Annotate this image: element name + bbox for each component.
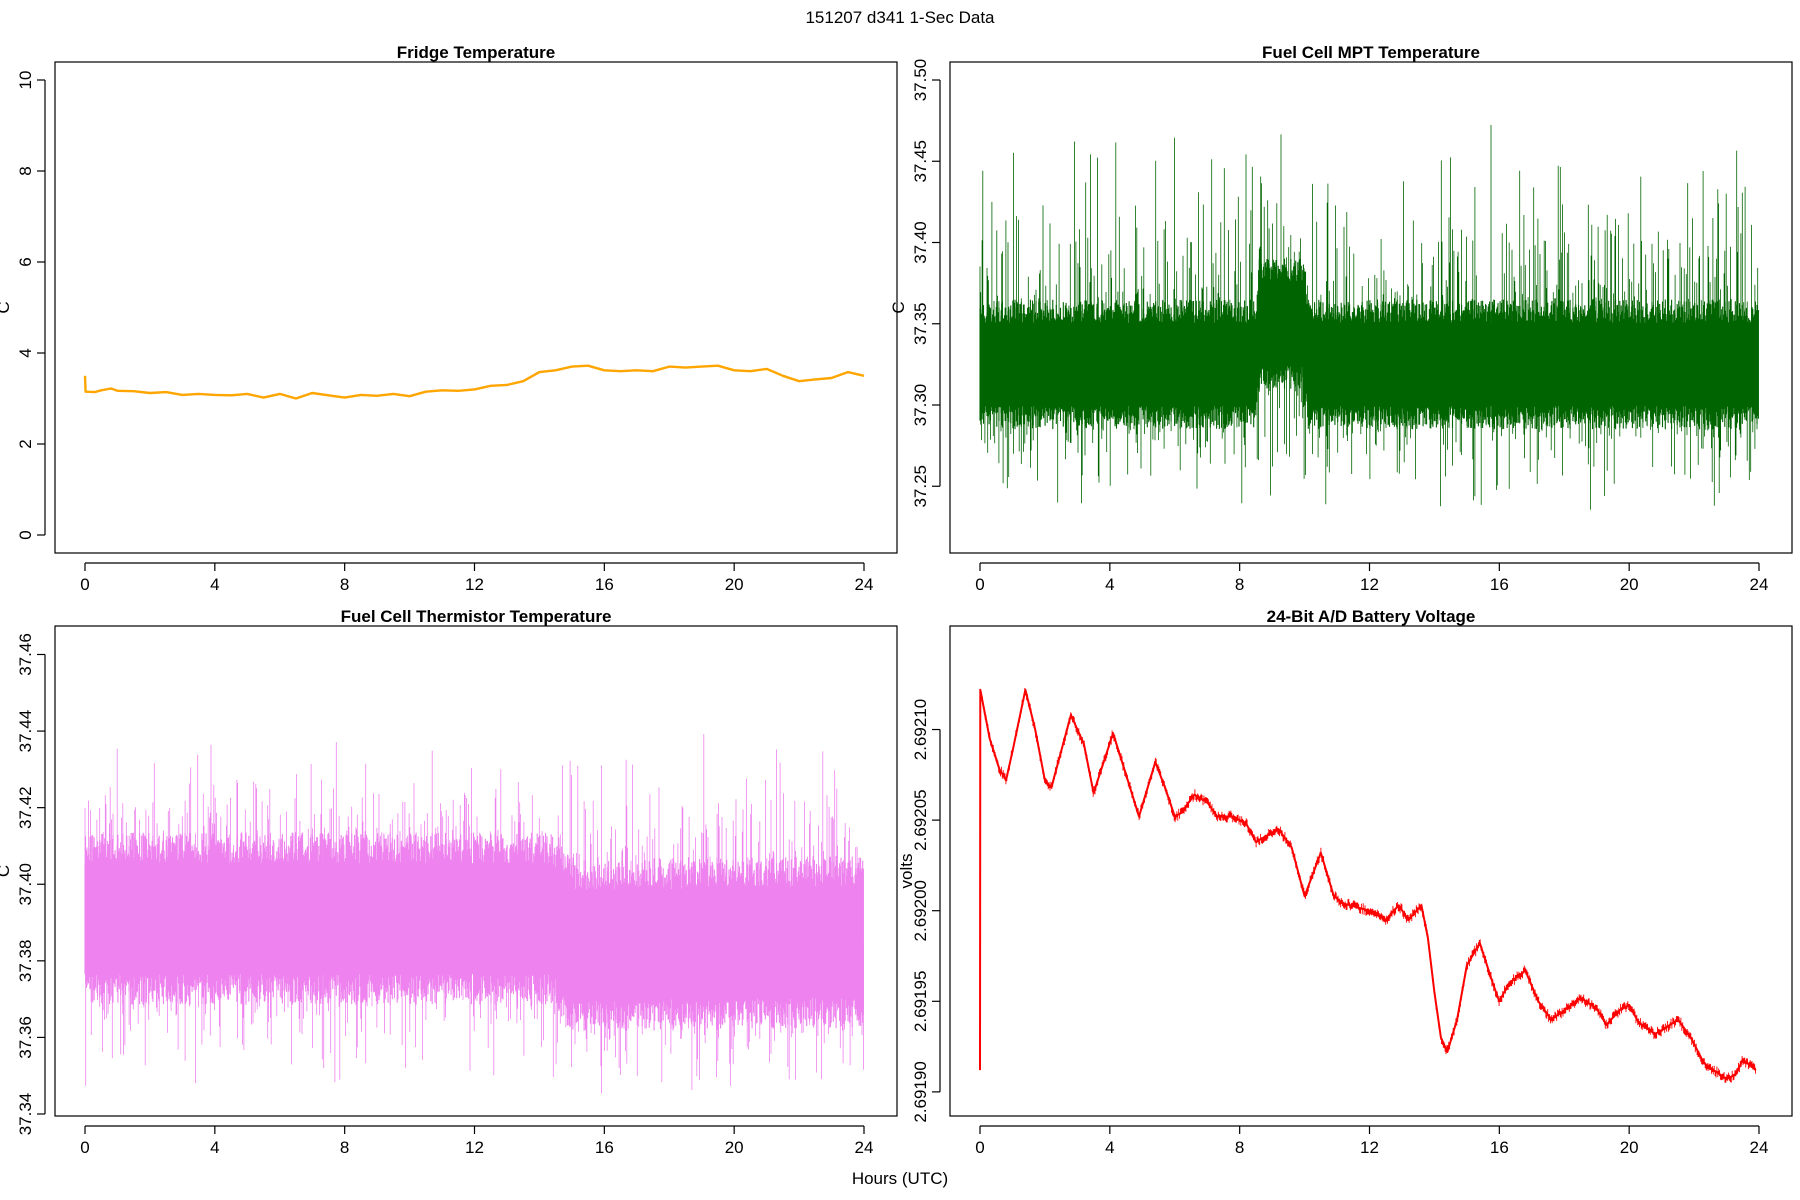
- mpt-plot-frame: [949, 61, 1793, 554]
- battery-y-tick-label: 2.69200: [911, 880, 930, 941]
- thermistor-x-tick-label: 0: [80, 1138, 89, 1157]
- mpt-y-tick-label: 37.40: [911, 221, 930, 264]
- battery-x-tick-label: 0: [975, 1138, 984, 1157]
- thermistor-x-tick-label: 4: [210, 1138, 219, 1157]
- thermistor-plot-frame: [54, 625, 898, 1117]
- thermistor-y-tick-label: 37.42: [16, 786, 35, 829]
- mpt-y-axis-label: C: [889, 301, 908, 313]
- thermistor-title: Fuel Cell Thermistor Temperature: [341, 607, 612, 626]
- chart-panels: Fridge Temperature048121620240246810CFue…: [0, 43, 1793, 1157]
- thermistor-y-tick-label: 37.46: [16, 633, 35, 676]
- mpt-y-tick-label: 37.50: [911, 59, 930, 102]
- mpt-y-tick-label: 37.30: [911, 384, 930, 427]
- battery-series-line: [979, 688, 1757, 1081]
- panel-mpt: Fuel Cell MPT Temperature 0 4 8 12 16 20 24 37.2…: [889, 43, 1793, 594]
- fridge-y-tick-label: 6: [16, 257, 35, 266]
- battery-x-tick-label: 24: [1750, 1138, 1769, 1157]
- thermistor-dense-trace: [84, 832, 864, 1031]
- mpt-dense-trace: [979, 258, 1759, 430]
- battery-y-tick-label: 2.69195: [911, 971, 930, 1032]
- figure-suptitle: 151207 d341 1-Sec Data: [805, 8, 995, 27]
- fridge-y-axis-label: C: [0, 301, 13, 313]
- battery-x-tick-label: 8: [1235, 1138, 1244, 1157]
- panel-thermistor: Fuel Cell Thermistor Temperature 0 4 8 12 16 2…: [0, 607, 898, 1157]
- fridge-x-tick-label: 20: [725, 575, 744, 594]
- thermistor-x-tick-label: 12: [465, 1138, 484, 1157]
- fridge-y-tick-label: 8: [16, 166, 35, 175]
- fridge-x-tick-label: 4: [210, 575, 219, 594]
- fridge-x-tick-label: 0: [80, 575, 89, 594]
- battery-plot-frame: [949, 625, 1793, 1117]
- mpt-x-tick-label: 24: [1750, 575, 1769, 594]
- thermistor-data-area: [84, 734, 864, 1094]
- battery-y-axis-label: volts: [897, 854, 916, 889]
- battery-y-tick-label: 2.69205: [911, 789, 930, 850]
- fridge-y-tick-label: 10: [16, 71, 35, 90]
- mpt-x-tick-label: 16: [1490, 575, 1509, 594]
- battery-x-tick-label: 4: [1105, 1138, 1114, 1157]
- mpt-x-tick-label: 0: [975, 575, 984, 594]
- battery-x-tick-label: 16: [1490, 1138, 1509, 1157]
- fridge-series-line: [83, 364, 865, 400]
- fridge-x-tick-label: 16: [595, 575, 614, 594]
- mpt-x-tick-label: 8: [1235, 575, 1244, 594]
- mpt-y-tick-label: 37.35: [911, 302, 930, 345]
- thermistor-y-tick-label: 37.34: [16, 1093, 35, 1136]
- mpt-x-tick-label: 20: [1620, 575, 1639, 594]
- fridge-x-tick-label: 12: [465, 575, 484, 594]
- fridge-y-tick-label: 0: [16, 530, 35, 539]
- thermistor-x-tick-label: 24: [855, 1138, 874, 1157]
- mpt-title: Fuel Cell MPT Temperature: [1262, 43, 1480, 62]
- mpt-x-tick-label: 4: [1105, 575, 1114, 594]
- thermistor-y-tick-label: 37.38: [16, 940, 35, 983]
- battery-y-tick-label: 2.69190: [911, 1061, 930, 1122]
- thermistor-y-axis-label: C: [0, 865, 13, 877]
- fridge-plot-frame: [54, 61, 898, 554]
- fridge-title: Fridge Temperature: [397, 43, 555, 62]
- thermistor-x-tick-label: 8: [340, 1138, 349, 1157]
- battery-x-tick-label: 20: [1620, 1138, 1639, 1157]
- mpt-y-tick-label: 37.25: [911, 465, 930, 508]
- thermistor-x-tick-label: 20: [725, 1138, 744, 1157]
- battery-data-area: [979, 688, 1757, 1083]
- mpt-y-tick-label: 37.45: [911, 140, 930, 183]
- fridge-y-tick-label: 4: [16, 348, 35, 357]
- battery-y-tick-label: 2.69210: [911, 699, 930, 760]
- mpt-data-area: [979, 125, 1759, 510]
- thermistor-y-tick-label: 37.36: [16, 1016, 35, 1059]
- thermistor-y-tick-label: 37.40: [16, 863, 35, 906]
- fridge-y-tick-label: 2: [16, 439, 35, 448]
- thermistor-x-tick-label: 16: [595, 1138, 614, 1157]
- fridge-data-area: [83, 364, 865, 400]
- battery-title: 24-Bit A/D Battery Voltage: [1267, 607, 1476, 626]
- fridge-x-tick-label: 24: [855, 575, 874, 594]
- battery-series-noise: [981, 688, 1757, 1083]
- shared-x-axis-label: Hours (UTC): [852, 1169, 948, 1188]
- mpt-x-tick-label: 12: [1360, 575, 1379, 594]
- panel-fridge: Fridge Temperature048121620240246810C: [0, 43, 898, 594]
- panel-battery: 24-Bit A/D Battery Voltage 0 4 8 12 16 20 24 2.6…: [897, 607, 1793, 1157]
- thermistor-y-tick-label: 37.44: [16, 710, 35, 753]
- fridge-x-tick-label: 8: [340, 575, 349, 594]
- battery-x-tick-label: 12: [1360, 1138, 1379, 1157]
